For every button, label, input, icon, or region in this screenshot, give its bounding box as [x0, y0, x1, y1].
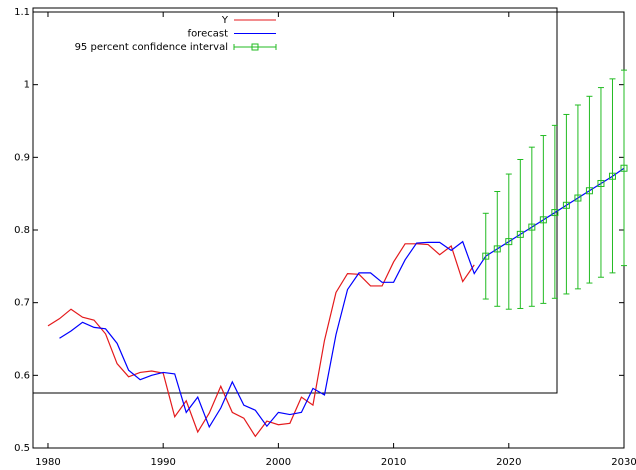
plot-border — [32, 11, 625, 449]
x-tick-label: 2000 — [266, 457, 291, 468]
point — [562, 201, 570, 209]
point — [493, 245, 501, 253]
x-tick-label: 1980 — [35, 457, 60, 468]
x-tick-label: 2020 — [496, 457, 521, 468]
point — [539, 216, 547, 224]
y-tick-label: 1.1 — [14, 7, 30, 18]
y-tick-label: 0.5 — [14, 443, 30, 454]
y-tick-label: 0.9 — [14, 152, 30, 163]
point — [620, 164, 628, 172]
x-tick-label: 1990 — [150, 457, 175, 468]
y-tick-label: 0.7 — [14, 298, 30, 309]
x-tick-label: 2030 — [611, 457, 636, 468]
y-tick-label: 0.8 — [14, 225, 30, 236]
point — [516, 230, 524, 238]
point — [482, 252, 490, 260]
point — [585, 187, 593, 195]
x-tick-label: 2010 — [381, 457, 406, 468]
point — [551, 209, 559, 217]
point — [505, 238, 513, 246]
legend-label: 95 percent confidence interval — [75, 42, 228, 53]
y-tick-label: 1 — [24, 80, 30, 91]
point — [608, 172, 616, 180]
legend-point — [251, 43, 259, 51]
point — [574, 194, 582, 202]
series-line — [59, 167, 625, 429]
legend-label: Y — [221, 15, 229, 26]
legend-label: forecast — [188, 29, 229, 40]
point — [528, 223, 536, 231]
series-line — [47, 243, 475, 438]
point — [597, 179, 605, 187]
legend-box — [32, 7, 558, 394]
y-tick-label: 0.6 — [14, 370, 30, 381]
